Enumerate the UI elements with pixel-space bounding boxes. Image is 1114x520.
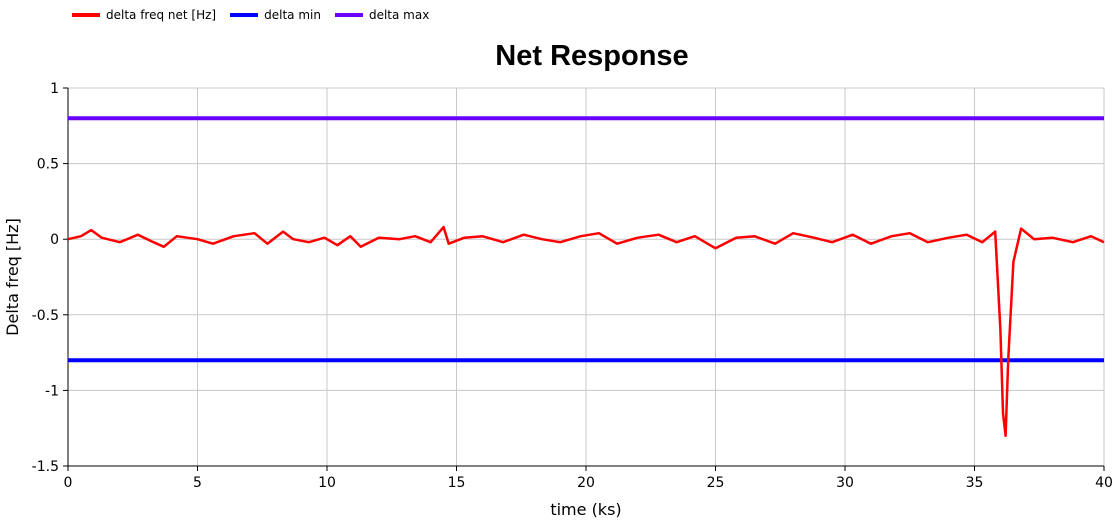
x-tick-label: 40 (1095, 475, 1113, 491)
y-tick-label: -1.5 (32, 459, 59, 475)
legend-swatch-max (334, 13, 363, 17)
x-tick-label: 30 (836, 475, 854, 491)
legend: delta freq net [Hz] delta min delta max (72, 8, 429, 22)
series-group (67, 116, 1105, 438)
x-axis-label: time (ks) (550, 500, 621, 519)
legend-label-net: delta freq net [Hz] (106, 8, 217, 22)
x-tick-label: 35 (966, 475, 984, 491)
y-tick-label: 1 (50, 81, 59, 97)
legend-swatch-net (72, 13, 100, 17)
x-tick-label: 25 (707, 475, 725, 491)
y-axis-label: Delta freq [Hz] (3, 218, 22, 336)
legend-label-max: delta max (368, 8, 430, 22)
chart-title: Net Response (495, 40, 689, 72)
grid-lines (68, 87, 1105, 467)
x-tick-label: 10 (318, 475, 336, 491)
legend-item-net[interactable]: delta freq net [Hz] (72, 8, 216, 22)
axes (63, 87, 1105, 471)
legend-label-min: delta min (264, 8, 321, 22)
series-delta-freq-net[interactable] (67, 225, 1105, 438)
y-tick-label: -1 (45, 383, 59, 399)
y-tick-label: 0.5 (37, 157, 59, 173)
tick-labels: 0 5 10 15 20 25 30 35 40 1 0.5 0 -0.5 -1 -1.5 (32, 81, 1113, 491)
y-tick-label: -0.5 (32, 308, 59, 324)
legend-item-min[interactable]: delta min (230, 8, 321, 22)
x-tick-label: 5 (193, 475, 202, 491)
legend-item-max[interactable]: delta max (334, 8, 430, 22)
x-tick-label: 0 (64, 475, 73, 491)
x-tick-label: 20 (577, 475, 595, 491)
legend-swatch-min (230, 13, 259, 17)
x-tick-label: 15 (448, 475, 466, 491)
y-tick-label: 0 (50, 232, 59, 248)
